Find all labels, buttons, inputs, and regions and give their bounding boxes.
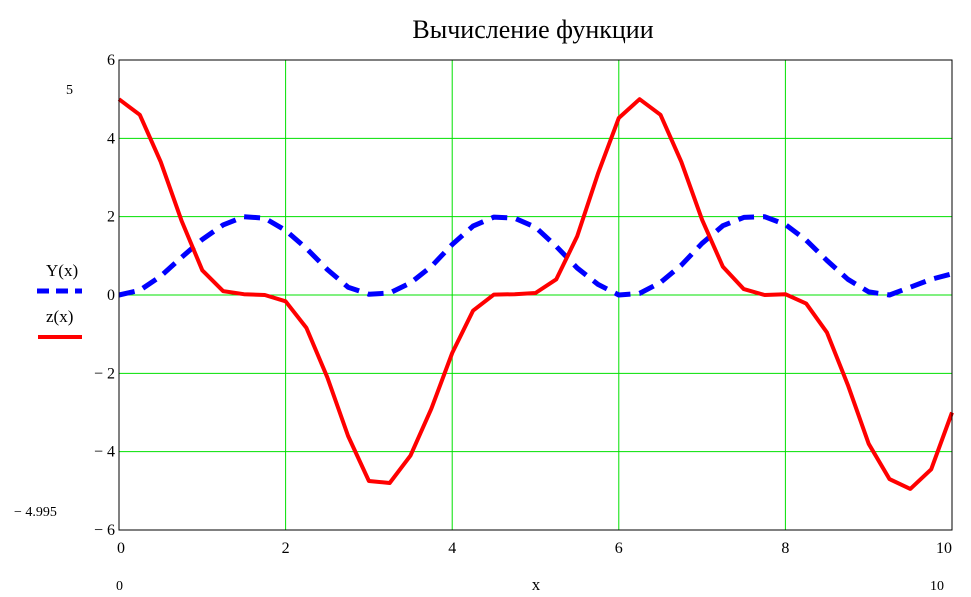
y-tick-label: − 4 xyxy=(94,444,115,461)
legend-label-z: z(x) xyxy=(46,307,73,326)
x-tick-label: 8 xyxy=(781,540,789,557)
y-tick-label: 6 xyxy=(107,52,115,69)
y-tick-label: − 6 xyxy=(94,522,115,539)
y-tick-label: 2 xyxy=(107,209,115,226)
y-tick-label: − 2 xyxy=(94,365,115,382)
x-tick-labels: 0 2 4 6 8 10 xyxy=(117,540,952,557)
marker-y-top: 5 xyxy=(66,83,73,98)
y-tick-label: 0 xyxy=(107,287,115,304)
series-layer xyxy=(117,97,954,491)
y-tick-label: 4 xyxy=(107,130,115,147)
x-tick-label: 10 xyxy=(936,540,952,557)
marker-x-left: 0 xyxy=(116,579,123,594)
x-tick-label: 0 xyxy=(117,540,125,557)
legend: Y(x) z(x) xyxy=(37,261,82,339)
plot-frame xyxy=(118,59,953,531)
marker-x-right: 10 xyxy=(930,579,944,594)
series-line-z xyxy=(117,97,954,491)
x-axis-label: x xyxy=(532,575,541,594)
y-tick-labels: 6 4 2 0 − 2 − 4 − 6 xyxy=(94,52,115,539)
x-tick-label: 2 xyxy=(282,540,290,557)
marker-y-bottom: − 4.995 xyxy=(14,505,57,520)
chart-title: Вычисление функции xyxy=(412,15,653,44)
series-line-y xyxy=(118,214,953,298)
x-tick-label: 6 xyxy=(615,540,623,557)
x-tick-label: 4 xyxy=(448,540,456,557)
legend-label-y: Y(x) xyxy=(46,261,78,280)
